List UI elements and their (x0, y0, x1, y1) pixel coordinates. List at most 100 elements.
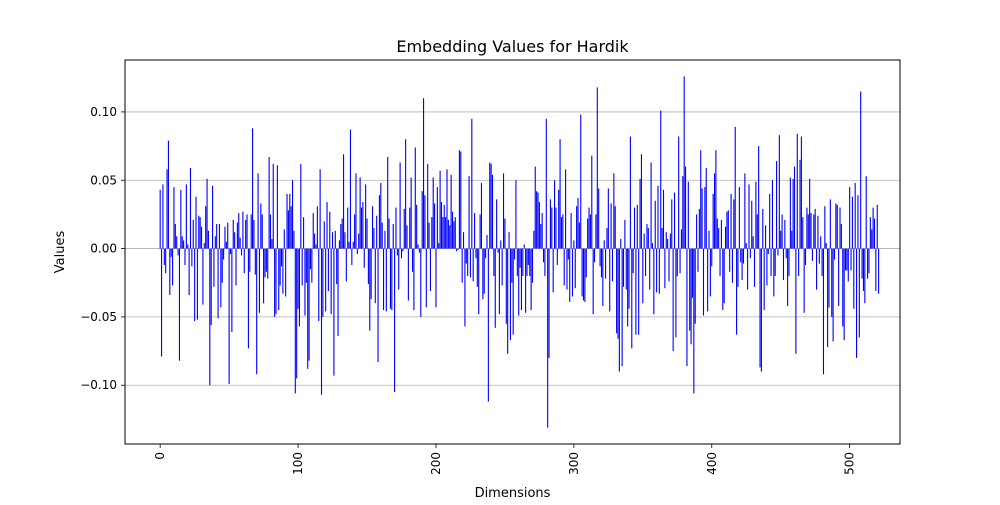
bar (278, 248, 280, 311)
bar (679, 248, 681, 274)
bar (480, 182, 483, 249)
bar (497, 248, 499, 253)
bar (856, 248, 858, 358)
bar (416, 204, 418, 249)
bar (715, 150, 717, 249)
bar (705, 167, 707, 249)
bar (400, 248, 403, 259)
bar (468, 176, 470, 249)
bar (425, 248, 427, 308)
bar (172, 248, 174, 286)
bar (873, 218, 876, 249)
bar (803, 248, 805, 313)
bar (336, 248, 338, 285)
bar (394, 248, 396, 393)
bar (814, 208, 816, 249)
bar (228, 248, 230, 384)
bar (531, 248, 534, 283)
bar (793, 166, 796, 249)
bar (202, 248, 204, 305)
bar (576, 206, 578, 249)
bar (387, 157, 389, 249)
bar (747, 248, 749, 290)
bar (621, 248, 623, 367)
bar (214, 236, 216, 249)
bar (831, 248, 833, 317)
bar (199, 217, 201, 249)
bar (442, 217, 444, 249)
bar (245, 219, 247, 249)
bar (355, 173, 357, 249)
bar (580, 114, 582, 249)
bar (516, 248, 518, 276)
bar (523, 244, 525, 249)
bar (457, 248, 459, 250)
bar (345, 248, 347, 282)
bar (502, 173, 505, 249)
bar (850, 248, 852, 271)
bar (851, 196, 853, 249)
bar (205, 206, 207, 249)
bar (234, 232, 236, 249)
bar (377, 248, 379, 363)
bar (329, 211, 331, 249)
bar (820, 236, 822, 249)
bar (371, 206, 374, 249)
bar (816, 248, 818, 290)
bar (343, 154, 345, 249)
bar (519, 248, 521, 268)
bar (778, 135, 780, 249)
bar (537, 192, 539, 249)
bar (185, 184, 187, 249)
bar (501, 248, 503, 286)
bar (294, 248, 296, 394)
bar (578, 222, 580, 249)
bar (798, 248, 800, 276)
bar (188, 248, 190, 296)
bar (356, 248, 358, 255)
bar (341, 218, 343, 249)
bar (752, 236, 754, 249)
bar (399, 162, 401, 249)
bar (462, 232, 465, 249)
bar (766, 248, 768, 286)
bar (453, 221, 455, 249)
bar (665, 232, 667, 249)
bar (282, 248, 284, 294)
bar (189, 167, 192, 249)
bar (447, 219, 449, 249)
bar (159, 189, 161, 249)
bar (694, 248, 696, 324)
bar (744, 173, 746, 249)
bar (446, 169, 448, 249)
bar (869, 217, 871, 249)
bar (784, 219, 786, 249)
bar (428, 222, 430, 249)
bar (438, 243, 440, 249)
bar (649, 248, 651, 290)
bar (673, 192, 676, 249)
bar (711, 248, 713, 267)
bar (260, 203, 262, 249)
bar (737, 248, 739, 287)
bar (440, 202, 443, 249)
bar (622, 248, 625, 287)
bar (661, 228, 663, 249)
x-tick-label: 400 (705, 452, 719, 475)
bar (846, 248, 848, 271)
bar (861, 248, 863, 279)
bar (252, 128, 254, 249)
bar (876, 204, 878, 249)
bar (261, 214, 263, 249)
bar (697, 248, 699, 272)
bar (860, 91, 862, 249)
bar (192, 219, 194, 249)
bar (718, 228, 720, 249)
bar (729, 248, 731, 272)
bar (595, 214, 597, 249)
bar (276, 165, 278, 249)
bar (312, 213, 314, 249)
bar (297, 248, 299, 309)
bar (373, 228, 375, 249)
